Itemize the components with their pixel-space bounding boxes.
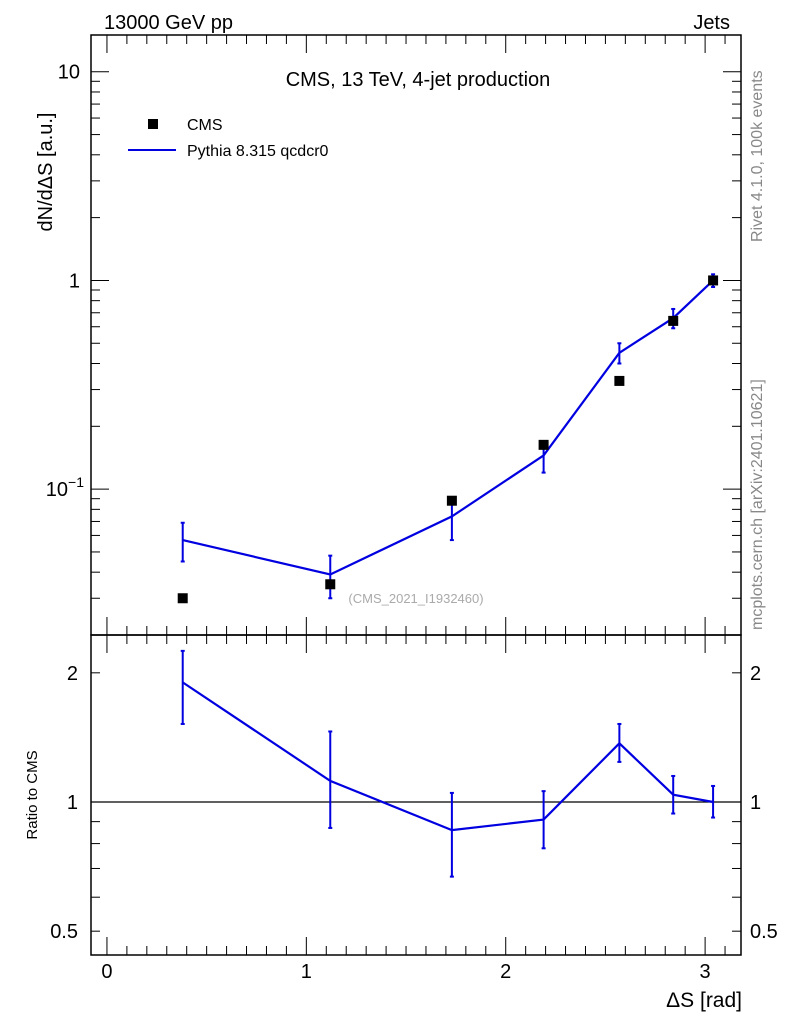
legend: CMS Pythia 8.315 qcdcr0	[128, 117, 329, 160]
cms-data-point	[708, 275, 719, 286]
x-tick-label: 0	[101, 961, 112, 983]
rivet-info-label: Rivet 4.1.0, 100k events	[749, 70, 766, 242]
cms-data-point	[538, 439, 549, 450]
ratio-y-tick-label-right: 0.5	[750, 921, 778, 943]
ratio-panel-data	[91, 649, 741, 878]
cms-data-point	[325, 579, 336, 590]
ratio-series-line	[182, 681, 714, 832]
legend-cms-marker	[148, 119, 158, 129]
ratio-y-tick-label-left: 2	[67, 663, 78, 685]
main-y-tick-label: 1	[69, 270, 80, 292]
cms-data-point	[668, 315, 679, 326]
cms-data-point	[177, 593, 188, 604]
cms-data-point	[446, 495, 457, 506]
main-y-tick-label: 10−1	[46, 474, 84, 501]
pythia-series-line	[182, 279, 714, 576]
ratio-y-tick-label-left: 1	[67, 792, 78, 814]
x-tick-label: 1	[301, 961, 312, 983]
mcplots-source-label: mcplots.cern.ch [arXiv:2401.10621]	[749, 379, 766, 630]
ratio-y-axis-label: Ratio to CMS	[24, 750, 41, 839]
x-tick-label: 3	[700, 961, 711, 983]
header-right-label: Jets	[693, 12, 730, 34]
main-panel-data	[177, 273, 719, 604]
main-y-axis-label: dN/dΔS [a.u.]	[35, 113, 57, 232]
analysis-id-annotation: (CMS_2021_I1932460)	[348, 591, 483, 606]
ratio-panel-frame	[90, 634, 742, 956]
main-panel-axes: 10 1 10−1	[46, 35, 741, 636]
main-chart-title: CMS, 13 TeV, 4-jet production	[286, 69, 551, 91]
ratio-y-tick-label-right: 1	[750, 792, 761, 814]
cms-data-point	[614, 375, 625, 386]
legend-cms-label: CMS	[187, 117, 223, 134]
ratio-y-tick-label-left: 0.5	[50, 921, 78, 943]
ratio-panel-axes: 2 2 1 1 0.5 0.5 0 1 2 3	[50, 635, 778, 983]
ratio-y-tick-label-right: 2	[750, 663, 761, 685]
main-y-tick-label: 10	[58, 62, 80, 84]
legend-pythia-label: Pythia 8.315 qcdcr0	[187, 143, 329, 160]
x-axis-label: ΔS [rad]	[666, 989, 742, 1012]
x-tick-label: 2	[500, 961, 511, 983]
header-left-label: 13000 GeV pp	[104, 12, 233, 34]
